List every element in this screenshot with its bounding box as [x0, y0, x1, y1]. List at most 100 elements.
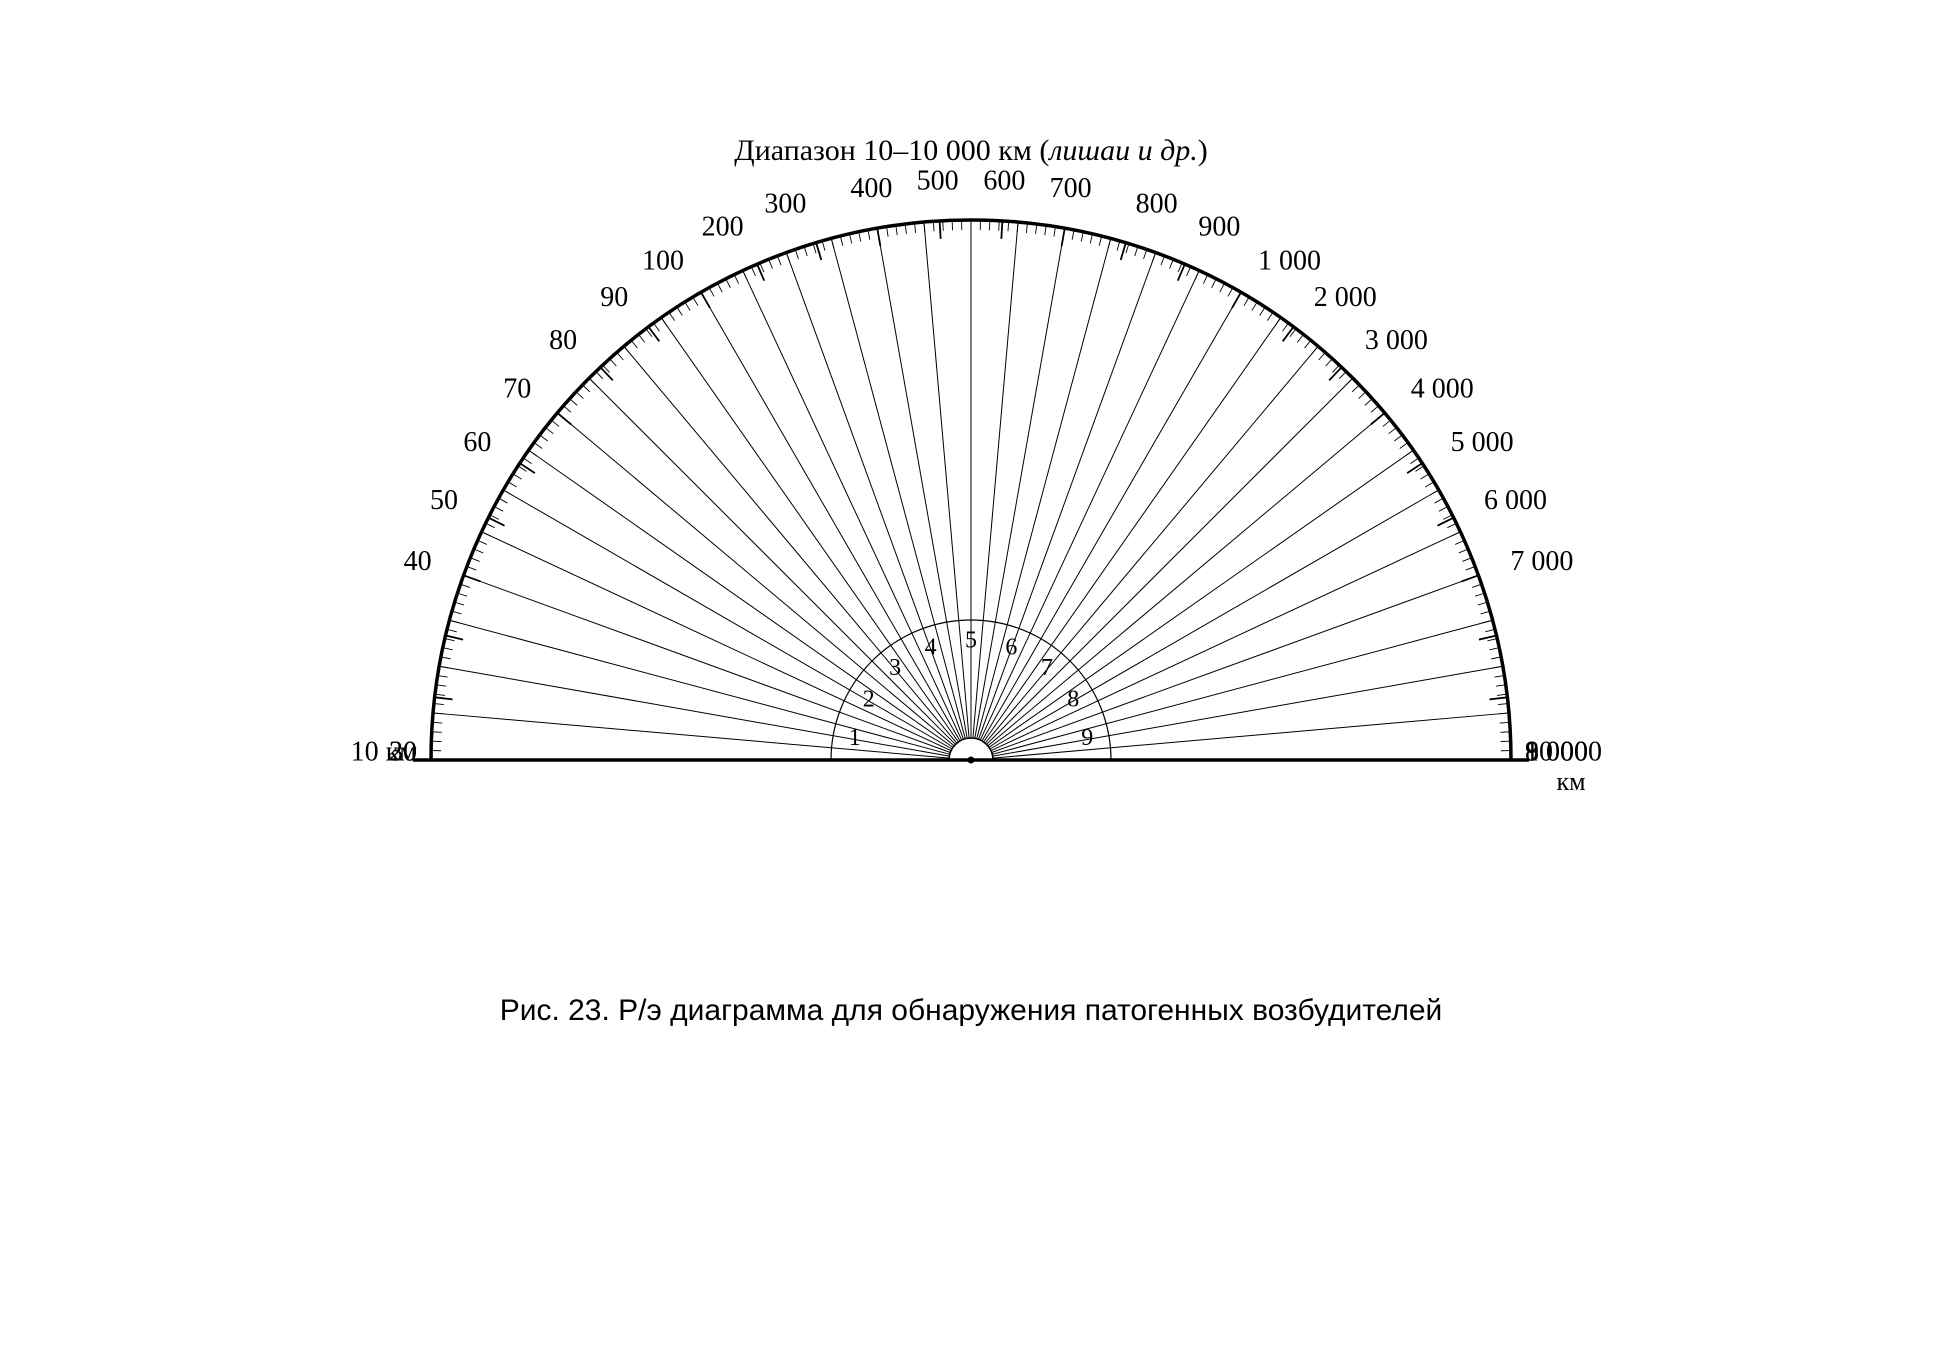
tick-minor — [1410, 458, 1418, 464]
tick-minor — [677, 307, 682, 315]
tick-minor — [1455, 540, 1464, 544]
tick-minor — [589, 378, 596, 385]
tick-minor — [447, 629, 457, 631]
tick-major — [1371, 413, 1385, 425]
ray — [993, 713, 1509, 758]
tick-minor — [460, 584, 469, 587]
tick-major — [1178, 264, 1185, 281]
tick-minor — [1326, 359, 1333, 366]
tick-minor — [822, 241, 825, 251]
outer-label: 300 — [764, 189, 806, 220]
tick-minor — [743, 271, 747, 280]
tick-minor — [1451, 532, 1460, 536]
tick-minor — [478, 540, 487, 544]
outer-label: 40 — [404, 546, 432, 577]
tick-minor — [617, 352, 624, 360]
tick-major — [1001, 221, 1002, 239]
ray — [464, 575, 951, 752]
tick-minor — [1435, 498, 1444, 503]
tick-minor — [1475, 593, 1485, 596]
tick-minor — [1220, 283, 1225, 292]
tick-minor — [1187, 267, 1191, 276]
ray — [557, 413, 954, 746]
tick-minor — [523, 458, 531, 464]
ray — [482, 532, 951, 751]
tick-minor — [1275, 318, 1281, 326]
tick-major — [1121, 243, 1126, 260]
tick-minor — [631, 340, 637, 348]
tick-minor — [540, 435, 548, 441]
ray — [589, 378, 955, 744]
tick-minor — [1371, 406, 1379, 413]
tick-minor — [449, 620, 459, 623]
tick-minor — [709, 288, 714, 297]
tick-minor — [1352, 385, 1359, 392]
tick-minor — [1126, 244, 1129, 254]
tick-minor — [1312, 346, 1318, 354]
tick-minor — [1447, 523, 1456, 527]
ray — [984, 318, 1281, 742]
inner-label: 9 — [1081, 725, 1093, 751]
ray — [991, 532, 1460, 751]
ray — [992, 575, 1479, 752]
tick-minor — [1260, 307, 1265, 315]
tick-minor — [508, 482, 517, 487]
outer-label: 5 000 — [1451, 427, 1514, 458]
tick-minor — [777, 256, 781, 265]
outer-label: 2 000 — [1314, 282, 1377, 313]
tick-major — [816, 243, 821, 260]
outer-label: 7 000 — [1510, 546, 1573, 577]
tick-minor — [1420, 474, 1428, 479]
ray — [503, 490, 952, 749]
tick-minor — [1425, 482, 1434, 487]
tick-minor — [583, 385, 590, 392]
tick-minor — [795, 249, 798, 258]
tick-minor — [850, 234, 852, 244]
ray — [433, 713, 949, 758]
tick-minor — [751, 267, 755, 276]
tick-minor — [1161, 256, 1165, 265]
center-dot — [968, 757, 975, 764]
ray — [624, 346, 957, 743]
outer-label: 70 — [503, 373, 531, 404]
tick-minor — [1472, 584, 1481, 587]
tick-major — [1232, 292, 1241, 308]
tick-minor — [1365, 399, 1372, 406]
tick-minor — [503, 490, 512, 495]
tick-minor — [1389, 428, 1397, 434]
tick-minor — [786, 253, 789, 262]
tick-minor — [499, 498, 508, 503]
outer-label: 500 — [917, 165, 959, 196]
inner-label: 1 — [849, 725, 861, 751]
tick-minor — [457, 593, 467, 596]
outer-label: 50 — [430, 485, 458, 516]
ray — [988, 413, 1385, 746]
figure-caption: Рис. 23. Р/э диаграмма для обнаружения п… — [500, 994, 1443, 1027]
tick-minor — [1405, 450, 1413, 456]
tick-minor — [1478, 602, 1488, 605]
ray — [987, 378, 1353, 744]
tick-minor — [734, 275, 738, 284]
outer-label: 900 — [1198, 211, 1240, 242]
tick-minor — [1394, 435, 1402, 441]
tick-minor — [726, 279, 731, 288]
tick-minor — [1487, 639, 1497, 641]
ray — [743, 271, 962, 740]
tick-major — [1489, 697, 1507, 699]
tick-minor — [534, 443, 542, 449]
outer-label: 800 — [1136, 189, 1178, 220]
ray — [982, 292, 1241, 741]
tick-minor — [1135, 246, 1138, 256]
tick-major — [1462, 575, 1479, 581]
tick-minor — [999, 221, 1000, 231]
tick-minor — [467, 566, 476, 570]
tick-minor — [624, 346, 630, 354]
tick-minor — [813, 244, 816, 254]
inner-label: 3 — [889, 655, 901, 681]
outer-label: 700 — [1050, 173, 1092, 204]
ray — [980, 271, 1199, 740]
tick-minor — [1170, 259, 1174, 268]
tick-minor — [1297, 334, 1303, 342]
outer-label: 1 000 — [1258, 245, 1321, 276]
tick-minor — [445, 639, 455, 641]
